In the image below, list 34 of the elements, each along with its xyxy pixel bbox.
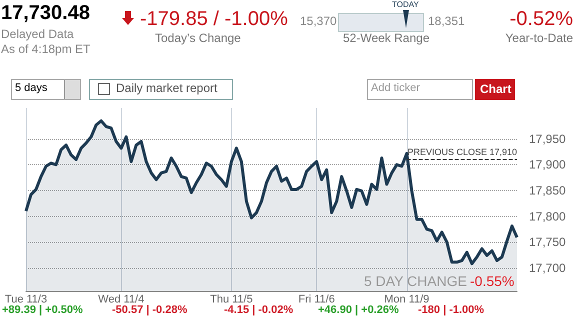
y-tick-label: 17,750 (529, 235, 566, 250)
text: TODAY (392, 0, 419, 9)
text: -0.52% (510, 8, 573, 31)
text: -50.57 | -0.28% (112, 304, 188, 316)
text: Daily market report (116, 81, 218, 95)
text: Delayed Data (1, 27, 74, 41)
x-tick-label: Wed 11/4 (98, 294, 144, 306)
text: As of 4:18pm ET (1, 42, 90, 56)
text: +46.90 | +0.26% (318, 304, 399, 316)
text: Year-to-Date (505, 31, 573, 45)
text: -179.85 / -1.00% (140, 8, 288, 31)
x-tick-label: Thu 11/5 (210, 294, 253, 306)
x-tick-label: Tue 11/3 (4, 294, 48, 306)
text: Chart (480, 82, 512, 96)
text: Today’s Change (155, 31, 241, 45)
text: 15,370 (300, 14, 337, 28)
text: 18,351 (428, 14, 465, 28)
y-tick-label: 17,800 (529, 209, 566, 224)
text: +89.39 | +0.50% (2, 304, 83, 316)
annotation: -0.55% (470, 273, 514, 289)
y-tick-label: 17,900 (529, 158, 566, 172)
text: 17,730.48 (1, 2, 90, 25)
y-tick-label: 17,850 (529, 183, 566, 198)
text: 52-Week Range (343, 31, 430, 45)
x-tick-label: Mon 11/9 (384, 294, 430, 306)
x-tick-label: Fri 11/6 (298, 294, 335, 306)
annotation: 5 DAY CHANGE (364, 273, 467, 289)
text: -4.15 | -0.02% (224, 304, 294, 316)
y-tick-label: 17,700 (529, 260, 566, 275)
text: Add ticker (371, 82, 420, 94)
ref-line-label: PREVIOUS CLOSE 17,910 (407, 147, 517, 158)
y-tick-label: 17,950 (529, 132, 566, 146)
text: -180 | -1.00% (418, 304, 484, 316)
text: 5 days (15, 82, 48, 94)
